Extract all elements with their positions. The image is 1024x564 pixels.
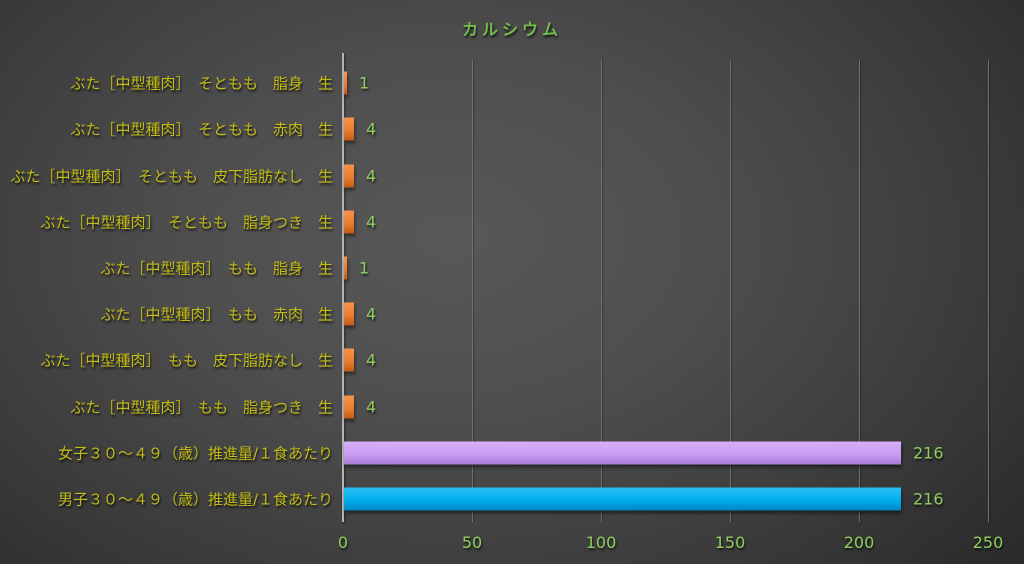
value-label: 4 xyxy=(366,166,377,185)
value-label: 4 xyxy=(366,212,377,232)
bar-purple xyxy=(344,441,901,465)
value-label: 1 xyxy=(359,73,370,93)
bar-cyan xyxy=(344,487,901,511)
bar-orange xyxy=(344,71,347,95)
bar-orange xyxy=(344,256,347,280)
x-tick-label: 50 xyxy=(461,533,483,552)
category-label: ぶた［中型種肉］ そともも 脂身 生 xyxy=(70,74,333,93)
value-label: 4 xyxy=(366,119,377,139)
category-label: ぶた［中型種肉］ そともも 皮下脂肪なし 生 xyxy=(10,167,333,185)
x-tick-label: 200 xyxy=(843,533,875,552)
gridline xyxy=(988,60,989,522)
category-label: ぶた［中型種肉］ そともも 脂身つき 生 xyxy=(40,213,333,232)
value-label: 216 xyxy=(913,489,944,509)
gridline xyxy=(601,60,602,522)
value-label: 1 xyxy=(359,258,370,278)
x-tick-label: 0 xyxy=(337,533,349,552)
bar-orange xyxy=(344,164,354,187)
x-tick-label: 150 xyxy=(714,533,746,552)
chart-title: カルシウム xyxy=(461,20,562,39)
category-label: 女子３０～４９（歳）推進量/１食あたり xyxy=(57,444,333,463)
x-tick-label: 250 xyxy=(972,533,1004,552)
category-label: ぶた［中型種肉］ もも 赤肉 生 xyxy=(100,305,333,324)
value-label: 4 xyxy=(366,304,377,324)
gridline xyxy=(730,60,731,522)
bar-orange xyxy=(344,302,354,326)
bar-orange xyxy=(344,395,354,418)
x-axis-line xyxy=(342,53,344,522)
x-tick-label: 100 xyxy=(585,533,617,552)
gridline xyxy=(859,60,860,522)
category-label: ぶた［中型種肉］ もも 脂身つき 生 xyxy=(70,398,333,416)
category-label: ぶた［中型種肉］ そともも 赤肉 生 xyxy=(70,120,333,139)
value-label: 4 xyxy=(366,397,377,416)
value-label: 4 xyxy=(366,350,377,370)
category-label: 男子３０～４９（歳）推進量/１食あたり xyxy=(57,490,333,509)
category-label: ぶた［中型種肉］ もも 皮下脂肪なし 生 xyxy=(40,351,333,370)
value-label: 216 xyxy=(913,443,944,463)
bar-orange xyxy=(344,117,354,141)
gridline xyxy=(472,60,473,522)
category-label: ぶた［中型種肉］ もも 脂身 生 xyxy=(100,259,333,278)
bar-orange xyxy=(344,348,354,372)
bar-orange xyxy=(344,210,354,234)
